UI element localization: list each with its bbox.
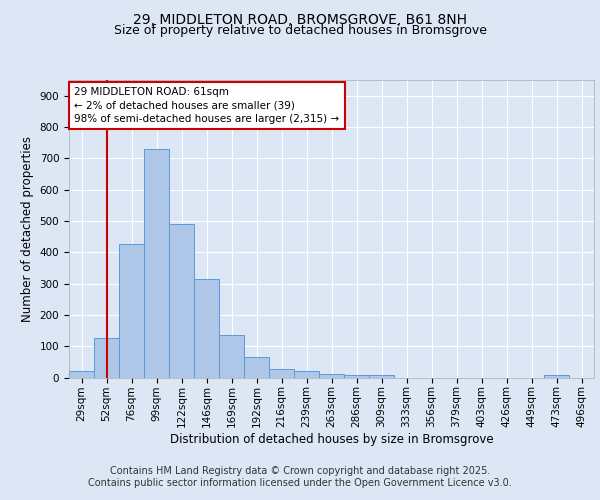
Bar bbox=[344, 375, 369, 378]
Text: Contains HM Land Registry data © Crown copyright and database right 2025.: Contains HM Land Registry data © Crown c… bbox=[110, 466, 490, 476]
Bar bbox=[319, 374, 344, 378]
Bar bbox=[69, 371, 94, 378]
Text: 29, MIDDLETON ROAD, BROMSGROVE, B61 8NH: 29, MIDDLETON ROAD, BROMSGROVE, B61 8NH bbox=[133, 12, 467, 26]
Bar bbox=[219, 335, 244, 378]
Bar bbox=[144, 149, 169, 378]
Bar bbox=[369, 375, 394, 378]
Bar bbox=[119, 244, 144, 378]
Text: 29 MIDDLETON ROAD: 61sqm
← 2% of detached houses are smaller (39)
98% of semi-de: 29 MIDDLETON ROAD: 61sqm ← 2% of detache… bbox=[74, 88, 340, 124]
Text: Size of property relative to detached houses in Bromsgrove: Size of property relative to detached ho… bbox=[113, 24, 487, 37]
Bar bbox=[294, 371, 319, 378]
X-axis label: Distribution of detached houses by size in Bromsgrove: Distribution of detached houses by size … bbox=[170, 433, 493, 446]
Bar bbox=[244, 357, 269, 378]
Bar bbox=[544, 375, 569, 378]
Bar bbox=[194, 279, 219, 378]
Text: Contains public sector information licensed under the Open Government Licence v3: Contains public sector information licen… bbox=[88, 478, 512, 488]
Y-axis label: Number of detached properties: Number of detached properties bbox=[21, 136, 34, 322]
Bar bbox=[94, 338, 119, 378]
Bar bbox=[269, 368, 294, 378]
Bar bbox=[169, 224, 194, 378]
